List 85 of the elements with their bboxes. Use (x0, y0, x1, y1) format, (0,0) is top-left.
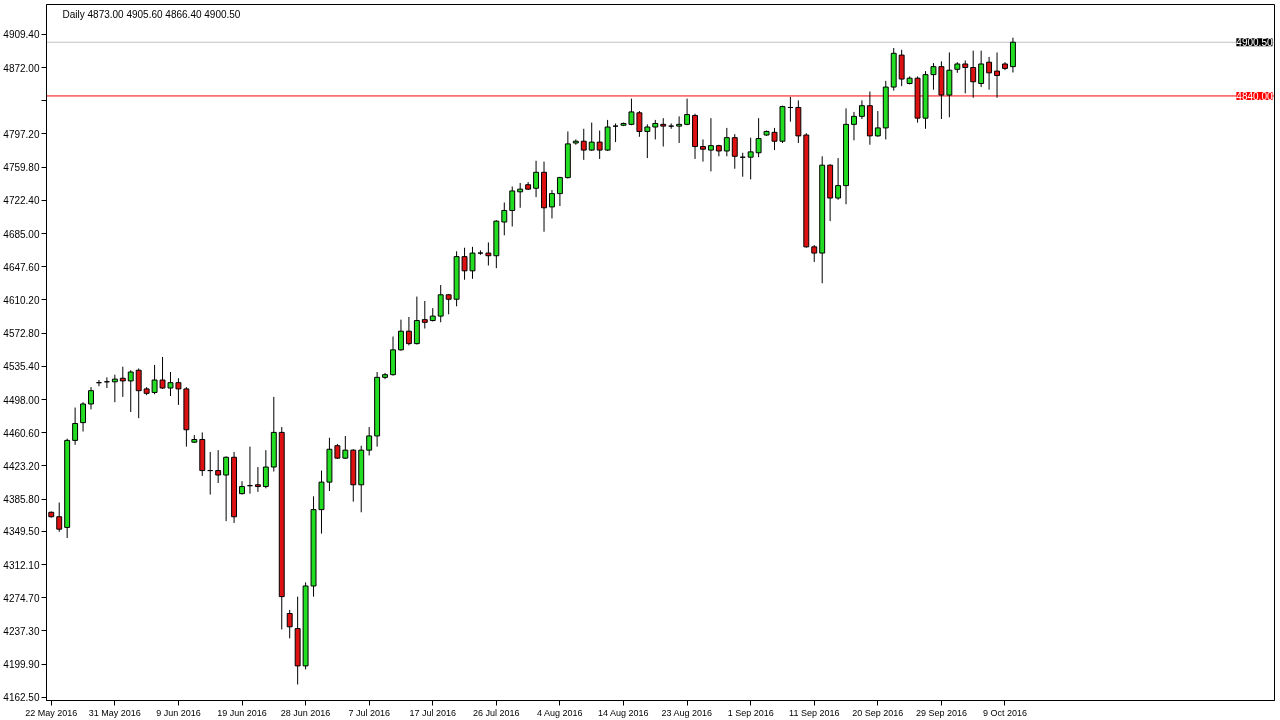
candlestick (588, 122, 595, 152)
candlestick (88, 386, 94, 410)
y-tick-label: 4535.40 (3, 361, 40, 373)
candlestick (723, 127, 730, 157)
x-tick-label: 7 Jul 2016 (348, 707, 390, 718)
y-tick-label: 4199.90 (3, 659, 40, 671)
y-tick-label: 4722.40 (3, 195, 40, 207)
x-tick-label: 11 Sep 2016 (789, 707, 840, 718)
ref-line-label: 4840.00 (1236, 90, 1273, 102)
candlestick (366, 426, 373, 456)
y-tick-label: 4872.00 (3, 62, 40, 74)
candlestick (676, 115, 683, 144)
x-tick-label: 19 Jun 2016 (217, 707, 267, 718)
y-tick-label: 4237.30 (3, 625, 40, 637)
chart-title: Daily 4873.00 4905.60 4866.40 4900.50 (62, 8, 241, 20)
candlestick (707, 117, 714, 172)
y-tick-label: 4572.80 (3, 328, 40, 340)
candlestick (660, 117, 667, 148)
candlestick (994, 51, 1000, 99)
candlestick (970, 50, 977, 99)
candlestick (239, 480, 245, 496)
candlestick (56, 502, 63, 533)
candlestick (286, 609, 293, 639)
candlestick (437, 284, 444, 323)
candlestick (80, 401, 87, 433)
candlestick (421, 300, 428, 330)
candlestick (962, 59, 969, 94)
x-tick-label: 20 Sep 2016 (852, 707, 904, 718)
y-tick-label: 4423.20 (3, 460, 40, 472)
x-tick-label: 26 Jul 2016 (473, 707, 520, 718)
candlestick (652, 119, 659, 140)
candlestick (413, 296, 420, 346)
candlestick (533, 160, 540, 198)
candlestick (851, 111, 857, 141)
y-tick-label: 4647.60 (3, 261, 40, 273)
x-tick-label: 28 Jun 2016 (280, 707, 331, 718)
candlestick (700, 138, 706, 163)
candlestick (72, 407, 79, 446)
candlestick (549, 189, 555, 219)
candlestick (874, 110, 881, 138)
candlestick (612, 122, 619, 143)
ref-line-label: 4900.50 (1236, 37, 1273, 49)
y-tick-label: 4610.20 (3, 294, 40, 306)
y-tick-label: 4312.10 (3, 559, 40, 571)
candlestick (223, 455, 230, 522)
candlestick (684, 98, 691, 126)
x-tick-label: 23 Aug 2016 (661, 707, 713, 718)
candlestick (254, 466, 261, 493)
candlestick (215, 449, 222, 484)
x-tick-label: 9 Oct 2016 (982, 707, 1028, 718)
x-tick-label: 14 Aug 2016 (597, 707, 649, 718)
candlestick (835, 157, 842, 201)
candlestick (119, 366, 126, 398)
y-tick-label: 4385.80 (3, 494, 40, 506)
x-tick-label: 4 Aug 2016 (536, 707, 583, 718)
candlestick (898, 49, 905, 87)
x-tick-label: 29 Sep 2016 (915, 707, 967, 718)
x-tick-label: 31 May 2016 (88, 707, 141, 718)
y-tick-label: 4274.70 (3, 592, 40, 604)
candlestick (127, 369, 134, 413)
candlestick (111, 374, 118, 403)
y-tick-label: 4685.00 (3, 228, 40, 240)
x-tick-label: 17 Jul 2016 (409, 707, 457, 718)
candlestick (556, 176, 563, 207)
candlestick (978, 50, 985, 88)
x-tick-label: 22 May 2016 (25, 707, 78, 718)
y-tick-label: 4498.00 (3, 394, 40, 406)
candlestick (986, 56, 993, 91)
candlestick (405, 316, 412, 346)
y-tick-label: 4909.40 (3, 29, 40, 41)
x-tick-label: 1 Sep 2016 (727, 707, 774, 718)
candlestick (135, 367, 142, 419)
candlestick (501, 201, 508, 236)
candlestick (858, 99, 865, 120)
candlestick (262, 449, 269, 489)
candlestick (509, 185, 516, 227)
y-tick-label: 4759.80 (3, 162, 40, 174)
x-tick-label: 9 Jun 2016 (156, 707, 201, 718)
y-tick-label: 4162.50 (3, 692, 40, 704)
candlestick (580, 128, 587, 161)
y-tick-label: 4797.20 (3, 128, 40, 140)
candlestick (731, 133, 738, 170)
candlestick (398, 319, 404, 352)
y-tick-label: 4460.60 (3, 427, 40, 439)
y-tick-label: 4349.50 (3, 526, 40, 538)
